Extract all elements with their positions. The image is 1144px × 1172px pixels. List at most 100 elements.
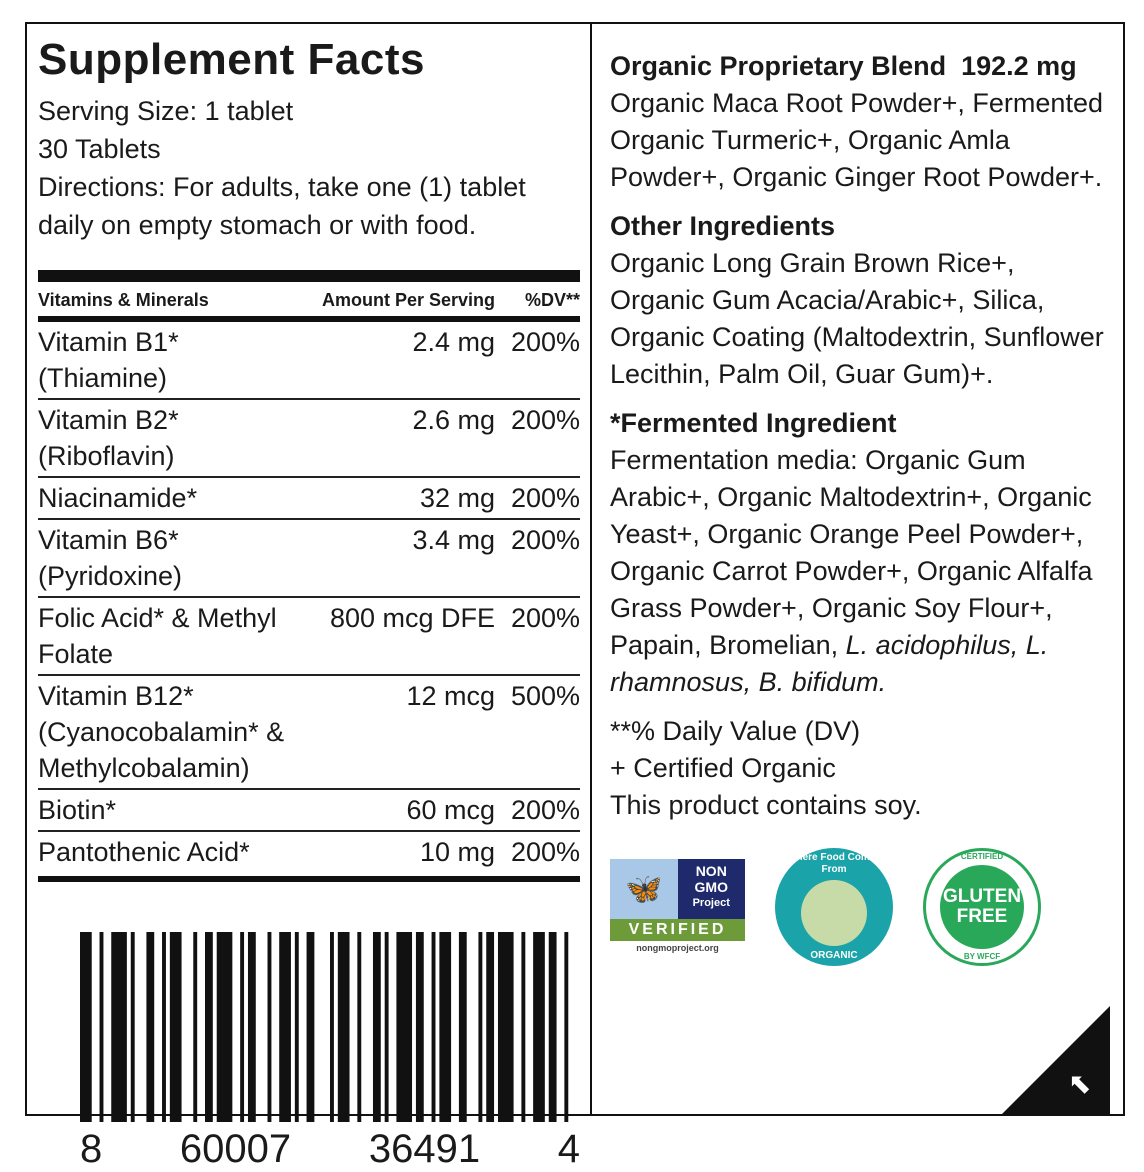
logo-text: NON — [695, 863, 727, 879]
nutrient-name: Niacinamide* — [38, 483, 198, 513]
serving-info: Serving Size: 1 tablet 30 Tablets Direct… — [38, 92, 580, 244]
barcode-bar — [548, 932, 557, 1122]
organic-note: + Certified Organic — [610, 753, 836, 783]
barcode-bar — [247, 932, 256, 1122]
barcode-bar — [486, 932, 495, 1122]
barcode-digits: 8 60007 36491 4 — [80, 1126, 580, 1172]
logo-text: Project — [692, 897, 730, 909]
barcode-bar — [384, 932, 389, 1122]
daily-value: 500% — [510, 681, 580, 711]
logo-text: ORGANIC — [810, 950, 858, 961]
corner-tab[interactable] — [1000, 1006, 1110, 1116]
expand-arrow-icon[interactable]: ⬉ — [1068, 1068, 1092, 1099]
blend-heading: Organic Proprietary Blend 192.2 mg — [610, 48, 1115, 85]
organic-logo: Where Food Comes From ORGANIC — [775, 848, 893, 966]
logo-text: Where Food Comes From — [787, 852, 881, 875]
gluten-free-logo: CERTIFIED GLUTEN FREE BY WFCF — [923, 848, 1041, 966]
amount: 60 mcg — [406, 795, 495, 825]
barcode-bar — [279, 932, 291, 1122]
logo-text: nongmoproject.org — [636, 943, 719, 953]
barcode-bar — [306, 932, 315, 1122]
logo-text: BY WFCF — [963, 952, 1001, 961]
barcode-bar — [478, 932, 483, 1122]
barcode-bar — [80, 932, 92, 1122]
barcode: 8 60007 36491 4 — [80, 932, 580, 1172]
barcode-bar — [372, 932, 381, 1122]
barcode-bar — [458, 932, 467, 1122]
directions: Directions: For adults, take one (1) tab… — [38, 172, 526, 240]
table-row: Folic Acid* & Methyl Folate 800 mcg DFE 20… — [38, 598, 580, 676]
barcode-bar — [169, 932, 182, 1122]
amount: 12 mcg — [406, 681, 495, 711]
barcode-bar — [330, 932, 334, 1122]
non-gmo-logo: 🦋 NON GMO Project VERIFIED nongmoproject.o… — [610, 859, 745, 955]
barcode-bar — [396, 932, 413, 1122]
barcode-bar — [533, 932, 545, 1122]
certification-logos: 🦋 NON GMO Project VERIFIED nongmoproject.o… — [610, 848, 1115, 966]
daily-value: 200% — [510, 405, 580, 435]
amount: 3.4 mg — [412, 525, 495, 555]
header-amount: Amount Per Serving — [321, 290, 495, 310]
table-row: Vitamin B2* (Riboflavin) 2.6 mg 200% — [38, 400, 580, 478]
column-divider — [590, 22, 592, 1116]
nutrient-name: Biotin* — [38, 795, 117, 825]
logo-text: CERTIFIED — [960, 852, 1004, 861]
amount: 2.4 mg — [412, 327, 495, 357]
barcode-digit: 60007 — [179, 1127, 292, 1171]
table-row: Pantothenic Acid* 10 mg 200% — [38, 832, 580, 872]
barcode-bar — [564, 932, 569, 1122]
page-title: Supplement Facts — [38, 35, 425, 84]
amount: 10 mg — [419, 837, 495, 867]
nutrient-name: Pantothenic Acid* — [38, 837, 250, 867]
barcode-bar — [216, 932, 233, 1122]
blend-amount: 192.2 mg — [961, 51, 1077, 81]
barcode-bars — [80, 932, 569, 1122]
barcode-bar — [240, 932, 245, 1122]
blend-title: Organic Proprietary Blend — [610, 51, 947, 81]
probiotic-strains: L. acidophilus, L. rhamnosus, B. bifidum… — [610, 630, 1049, 697]
blend-ingredients: Organic Maca Root Powder+, Fermented Org… — [610, 88, 1103, 192]
barcode-bar — [99, 932, 104, 1122]
barcode-bar — [415, 932, 424, 1122]
barcode-bar — [294, 932, 299, 1122]
fermentation-text: Fermentation media: Organic Gum Arabic+,… — [610, 445, 1093, 660]
divider-bar — [38, 876, 580, 882]
table-row: Biotin* 60 mcg 200% — [38, 790, 580, 832]
divider-bar — [38, 270, 580, 282]
daily-value: 200% — [510, 483, 580, 513]
barcode-bar — [521, 932, 526, 1122]
daily-value: 200% — [510, 525, 580, 555]
barcode-bar — [130, 932, 135, 1122]
logo-text: VERIFIED — [610, 919, 745, 941]
barcode-digit: 36491 — [368, 1127, 481, 1171]
table-row: Vitamin B1* (Thiamine) 2.4 mg 200% — [38, 322, 580, 400]
nutrient-name: Vitamin B1* (Thiamine) — [38, 327, 179, 393]
daily-value: 200% — [510, 795, 580, 825]
barcode-bar — [431, 932, 436, 1122]
butterfly-icon: 🦋 — [610, 859, 678, 919]
table-row: Niacinamide* 32 mg 200% — [38, 478, 580, 520]
ingredients-panel: Organic Proprietary Blend 192.2 mg Organ… — [610, 48, 1115, 966]
nutrient-name: Vitamin B12* (Cyanocobalamin* & Methylco… — [38, 681, 285, 783]
other-ingredients-heading: Other Ingredients — [610, 211, 836, 241]
barcode-digit: 8 — [80, 1127, 103, 1171]
barcode-digit: 4 — [557, 1127, 580, 1171]
table-header: Vitamins & Minerals Amount Per Serving %… — [38, 282, 580, 322]
nutrient-table: Vitamin B1* (Thiamine) 2.4 mg 200% Vitamin … — [38, 322, 580, 872]
barcode-bar — [146, 932, 155, 1122]
amount: 2.6 mg — [412, 405, 495, 435]
barcode-bar — [205, 932, 213, 1122]
nutrient-name: Folic Acid* & Methyl Folate — [38, 603, 277, 669]
non-gmo-text: NON GMO Project — [677, 859, 745, 919]
leaf-bee-icon — [801, 880, 867, 946]
barcode-bar — [193, 932, 198, 1122]
soy-note: This product contains soy. — [610, 790, 922, 820]
barcode-bar — [337, 932, 350, 1122]
dv-note: **% Daily Value (DV) — [610, 716, 861, 746]
barcode-bar — [162, 932, 166, 1122]
fermented-heading: *Fermented Ingredient — [610, 408, 897, 438]
amount: 800 mcg DFE — [329, 603, 495, 633]
barcode-bar — [111, 932, 127, 1122]
other-ingredients: Organic Long Grain Brown Rice+, Organic … — [610, 248, 1104, 389]
header-nutrient: Vitamins & Minerals — [38, 290, 209, 310]
